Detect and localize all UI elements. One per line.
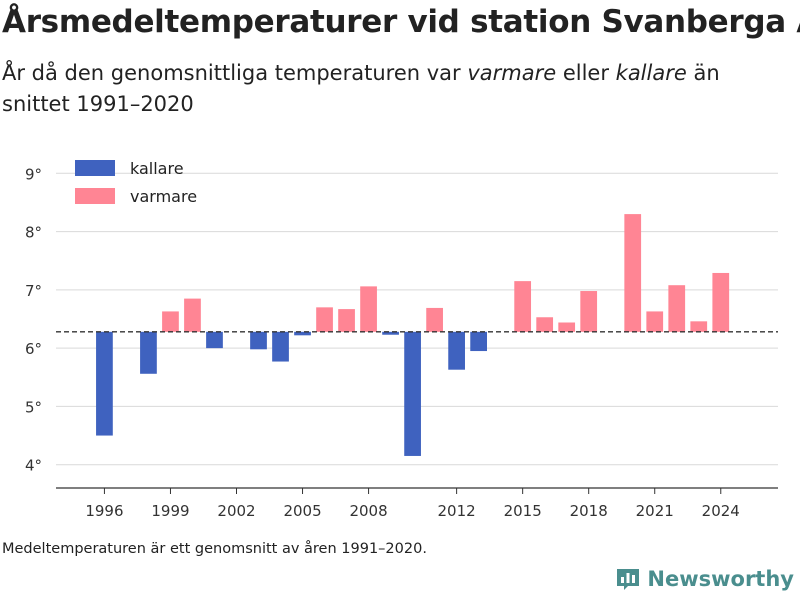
bar-colder xyxy=(448,331,465,370)
x-tick-label: 1999 xyxy=(151,502,189,520)
bar-warmer xyxy=(162,311,179,332)
bar-warmer xyxy=(338,309,355,332)
x-tick-label: 2021 xyxy=(636,502,674,520)
brand-name: Newsworthy xyxy=(647,567,794,591)
chart-title: Årsmedeltemperaturer vid station Svanber… xyxy=(2,4,800,40)
y-tick-label: 6° xyxy=(25,340,42,358)
x-tick-label: 2018 xyxy=(570,502,608,520)
bar-warmer xyxy=(536,317,554,332)
y-tick-label: 4° xyxy=(25,457,42,475)
bar-warmer xyxy=(690,321,708,332)
bar-colder xyxy=(206,331,223,349)
bars xyxy=(96,214,730,456)
x-tick-label: 2008 xyxy=(349,502,387,520)
brand-logo: Newsworthy xyxy=(615,566,794,592)
x-tick-label: 2002 xyxy=(217,502,255,520)
y-axis-ticks: 4° 5° 6° 7° 8° 9° xyxy=(25,165,42,474)
legend-swatch xyxy=(75,188,115,204)
bar-warmer xyxy=(316,307,333,332)
y-tick-label: 9° xyxy=(25,165,42,183)
x-axis: 1996 1999 2002 2005 2008 2012 2015 2018 2021 2024 xyxy=(56,487,778,520)
bar-warmer xyxy=(558,322,576,332)
subtitle-part: År då den genomsnittliga temperaturen va… xyxy=(2,61,468,85)
legend-swatch xyxy=(75,160,115,176)
legend-label: varmare xyxy=(130,187,197,206)
bar-colder xyxy=(382,331,399,335)
bar-colder xyxy=(272,331,289,362)
footnote: Medeltemperaturen är ett genomsnitt av å… xyxy=(2,541,427,557)
legend-label: kallare xyxy=(130,159,184,178)
temperature-bar-chart: 4° 5° 6° 7° 8° 9° 1996 1999 2002 2005 2008 2012 201… xyxy=(25,159,778,520)
x-tick-label: 2005 xyxy=(283,502,321,520)
y-tick-label: 8° xyxy=(25,224,42,242)
x-tick-label: 2024 xyxy=(702,502,740,520)
bar-warmer xyxy=(624,214,642,332)
bar-colder xyxy=(470,331,487,352)
newsworthy-logo-icon xyxy=(617,569,640,590)
bar-colder xyxy=(140,331,157,374)
subtitle-cold-word: kallare xyxy=(615,61,687,85)
bar-colder xyxy=(250,331,267,350)
y-tick-label: 7° xyxy=(25,282,42,300)
bar-warmer xyxy=(426,307,443,332)
bar-colder xyxy=(404,331,421,456)
x-tick-label: 1996 xyxy=(85,502,123,520)
bar-warmer xyxy=(712,272,730,332)
bar-warmer xyxy=(580,291,598,332)
bar-warmer xyxy=(514,281,532,332)
bar-colder xyxy=(96,331,113,436)
x-tick-label: 2015 xyxy=(504,502,542,520)
subtitle-part: eller xyxy=(556,61,616,85)
bar-warmer xyxy=(184,298,201,332)
bar-colder xyxy=(294,331,311,336)
bar-warmer xyxy=(668,285,686,332)
chart-subtitle: År då den genomsnittliga temperaturen va… xyxy=(2,58,792,120)
bar-warmer xyxy=(646,311,664,332)
y-tick-label: 5° xyxy=(25,398,42,416)
bar-warmer xyxy=(360,286,377,332)
x-tick-label: 2012 xyxy=(438,502,476,520)
legend: kallare varmare xyxy=(75,159,197,206)
subtitle-warm-word: varmare xyxy=(467,61,557,85)
subtitle-part: än snittet 1991–2020 xyxy=(2,61,720,116)
